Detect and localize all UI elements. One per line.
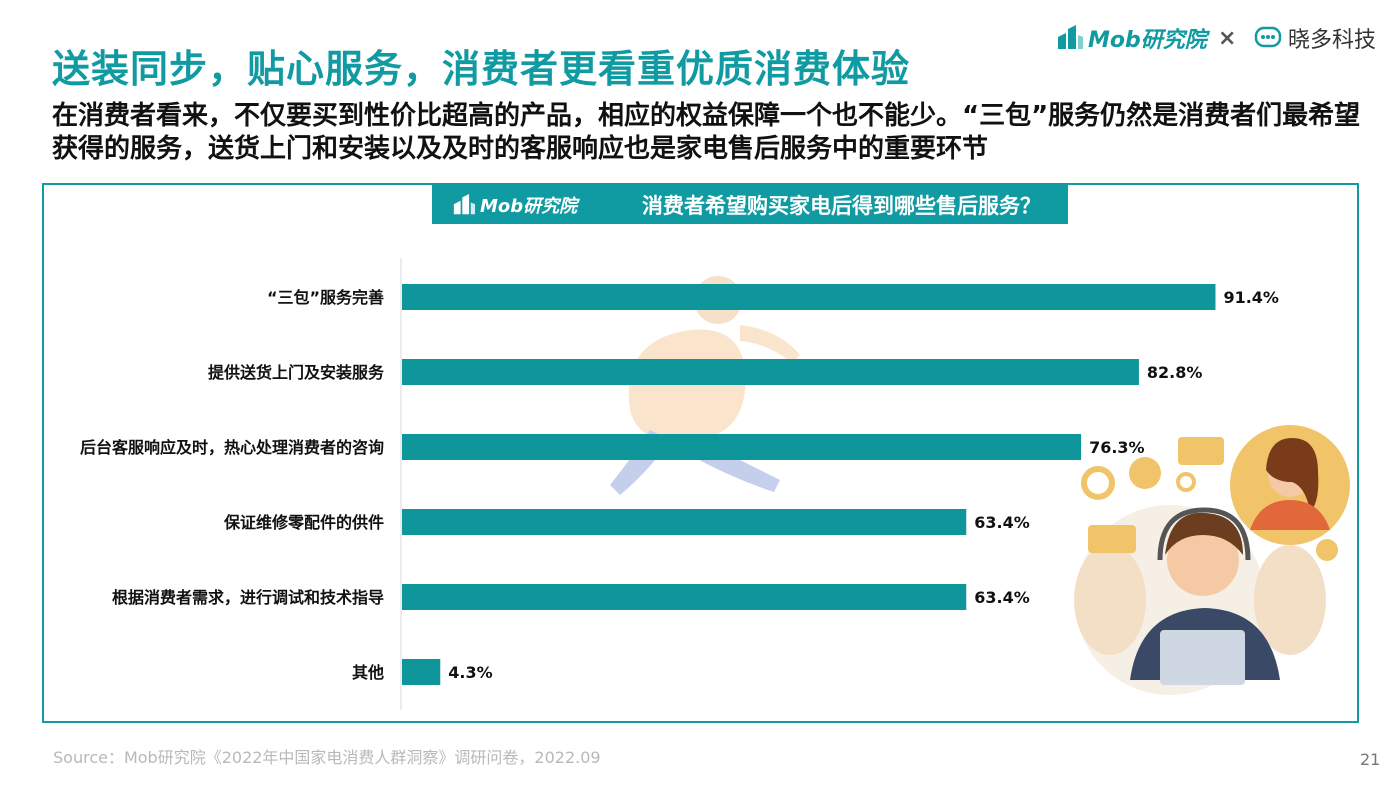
value-label: 91.4% (1223, 288, 1279, 307)
category-label: 提供送货上门及安装服务 (208, 363, 385, 382)
category-label: “三包”服务完善 (267, 288, 384, 307)
bar (402, 434, 1082, 460)
chart-header-logo-text: Mob研究院 (480, 196, 578, 217)
source-note: Source：Mob研究院《2022年中国家电消费人群洞察》调研问卷，2022.… (53, 748, 601, 767)
bar-series: “三包”服务完善 91.4% 提供送货上门及安装服务 82.8% 后台客服响应及时，热心… (80, 284, 1279, 685)
chart-header-logo: Mob研究院 (452, 192, 577, 218)
brand-separator: × (1218, 26, 1237, 51)
bar (402, 359, 1139, 385)
category-label: 后台客服响应及时，热心处理消费者的咨询 (80, 438, 384, 457)
customer-service-illustration (1074, 425, 1350, 695)
xiaoduo-logo-text: 晓多科技 (1288, 28, 1377, 53)
chart-title: 消费者希望购买家电后得到哪些售后服务？ (642, 194, 1041, 218)
page-title: 送装同步，贴心服务，消费者更看重优质消费体验 (52, 47, 911, 91)
chart-header: Mob研究院 消费者希望购买家电后得到哪些售后服务？ (432, 184, 1068, 224)
bar (402, 659, 441, 685)
value-label: 63.4% (974, 588, 1030, 607)
category-label: 保证维修零配件的供件 (223, 513, 384, 532)
page-subtitle: 在消费者看来，不仅要买到性价比超高的产品，相应的权益保障一个也不能少。“三包”服… (52, 101, 1361, 164)
mob-logo-text: Mob研究院 (1088, 28, 1207, 53)
bar (402, 584, 967, 610)
page-number: 21 (1360, 750, 1381, 769)
value-label: 76.3% (1089, 438, 1145, 457)
xiaoduo-logo: 晓多科技 (1254, 22, 1376, 54)
value-label: 63.4% (974, 513, 1030, 532)
category-label: 其他 (352, 663, 384, 682)
value-label: 82.8% (1147, 363, 1203, 382)
bar (402, 509, 967, 535)
chat-bubble-icon (1254, 26, 1282, 48)
value-label: 4.3% (448, 663, 492, 682)
mob-logo: Mob研究院 (1056, 22, 1207, 54)
mob-logo-icon (453, 194, 475, 215)
mob-logo-icon (1058, 25, 1083, 49)
category-label: 根据消费者需求，进行调试和技术指导 (112, 588, 384, 607)
bar (402, 284, 1216, 310)
